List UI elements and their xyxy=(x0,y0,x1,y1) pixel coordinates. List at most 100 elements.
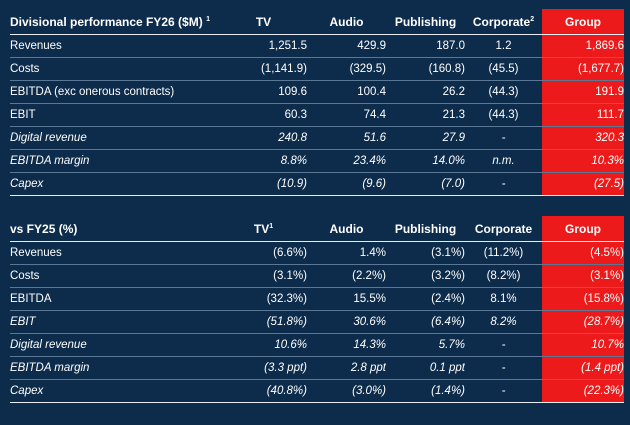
cell-group: 10.7% xyxy=(542,333,624,357)
column-header-label: Audio xyxy=(329,221,364,236)
cell-corporate: - xyxy=(465,172,542,196)
column-header-label: Publishing xyxy=(394,14,457,29)
row-label: Costs xyxy=(10,264,220,288)
table-title-text: vs FY25 (%) xyxy=(10,221,78,236)
column-header-group: Group xyxy=(542,216,624,242)
row-label: EBIT xyxy=(10,310,220,334)
divisional-performance-table: Divisional performance FY26 ($M) 1 TV Audi… xyxy=(10,9,624,196)
cell-audio: (3.0%) xyxy=(307,379,386,403)
cell-audio: 429.9 xyxy=(307,34,386,58)
column-header-label: TV xyxy=(255,14,272,29)
column-header-tv: TV xyxy=(220,9,307,35)
cell-publishing: (6.4%) xyxy=(386,310,465,334)
table-row: Revenues (6.6%) 1.4% (3.1%) (11.2%) (4.5%) xyxy=(10,241,624,265)
cell-corporate: - xyxy=(465,379,542,403)
cell-audio: 14.3% xyxy=(307,333,386,357)
cell-group: (28.7%) xyxy=(542,310,624,334)
cell-audio: 2.8 ppt xyxy=(307,356,386,380)
table-row: Costs (1,141.9) (329.5) (160.8) (45.5) (1,677… xyxy=(10,57,624,81)
cell-audio: 100.4 xyxy=(307,80,386,104)
table-header-row: vs FY25 (%) TV1 Audio Publishing Corporate Gr… xyxy=(10,216,624,242)
cell-audio: 15.5% xyxy=(307,287,386,311)
cell-publishing: 14.0% xyxy=(386,149,465,173)
cell-publishing: (160.8) xyxy=(386,57,465,81)
row-label: EBITDA xyxy=(10,287,220,311)
cell-corporate: - xyxy=(465,333,542,357)
column-header-label: Group xyxy=(565,221,601,236)
cell-group: 320.3 xyxy=(542,126,624,150)
column-header-corporate: Corporate2 xyxy=(465,9,542,35)
row-label: EBITDA (exc onerous contracts) xyxy=(10,80,220,104)
column-header-label: Corporate xyxy=(474,221,533,236)
table-row: EBIT 60.3 74.4 21.3 (44.3) 111.7 xyxy=(10,103,624,127)
cell-audio: 74.4 xyxy=(307,103,386,127)
cell-publishing: 187.0 xyxy=(386,34,465,58)
column-header-tv: TV1 xyxy=(220,216,307,242)
row-label: Digital revenue xyxy=(10,126,220,150)
cell-publishing: (3.1%) xyxy=(386,241,465,265)
column-header-corporate: Corporate xyxy=(465,216,542,242)
cell-tv: (3.3 ppt) xyxy=(220,356,307,380)
cell-corporate: 8.2% xyxy=(465,310,542,334)
cell-corporate: n.m. xyxy=(465,149,542,173)
cell-tv: (10.9) xyxy=(220,172,307,196)
cell-group: 10.3% xyxy=(542,149,624,173)
cell-audio: (2.2%) xyxy=(307,264,386,288)
column-header-audio: Audio xyxy=(307,216,386,242)
cell-corporate: (44.3) xyxy=(465,80,542,104)
table-row: EBITDA (exc onerous contracts) 109.6 100.4… xyxy=(10,80,624,104)
cell-audio: 30.6% xyxy=(307,310,386,334)
cell-audio: (329.5) xyxy=(307,57,386,81)
cell-tv: (1,141.9) xyxy=(220,57,307,81)
cell-publishing: 27.9 xyxy=(386,126,465,150)
table-row: Revenues 1,251.5 429.9 187.0 1.2 1,869.6 xyxy=(10,34,624,58)
cell-tv: 240.8 xyxy=(220,126,307,150)
cell-tv: (51.8%) xyxy=(220,310,307,334)
cell-corporate: (45.5) xyxy=(465,57,542,81)
cell-audio: 51.6 xyxy=(307,126,386,150)
cell-tv: 10.6% xyxy=(220,333,307,357)
cell-group: 111.7 xyxy=(542,103,624,127)
cell-corporate: - xyxy=(465,126,542,150)
table-row: Capex (40.8%) (3.0%) (1.4%) - (22.3%) xyxy=(10,379,624,403)
footnote-marker: 2 xyxy=(530,15,535,23)
cell-corporate: (8.2%) xyxy=(465,264,542,288)
column-header-label: TV xyxy=(253,221,270,236)
column-header-label: Group xyxy=(565,14,601,29)
table-title-text: Divisional performance FY26 ($M) xyxy=(10,14,203,29)
cell-tv: (3.1%) xyxy=(220,264,307,288)
cell-audio: 1.4% xyxy=(307,241,386,265)
table-row: EBIT (51.8%) 30.6% (6.4%) 8.2% (28.7%) xyxy=(10,310,624,334)
cell-tv: (6.6%) xyxy=(220,241,307,265)
row-label: Capex xyxy=(10,172,220,196)
column-header-label: Publishing xyxy=(394,221,457,236)
table-row: Capex (10.9) (9.6) (7.0) - (27.5) xyxy=(10,172,624,196)
cell-corporate: - xyxy=(465,356,542,380)
cell-group: 191.9 xyxy=(542,80,624,104)
column-header-publishing: Publishing xyxy=(386,216,465,242)
column-header-label: Audio xyxy=(329,14,364,29)
row-label: Digital revenue xyxy=(10,333,220,357)
row-label: EBIT xyxy=(10,103,220,127)
row-label: Costs xyxy=(10,57,220,81)
vs-prior-year-table: vs FY25 (%) TV1 Audio Publishing Corporate Gr… xyxy=(10,216,624,403)
cell-group: (22.3%) xyxy=(542,379,624,403)
cell-publishing: (3.2%) xyxy=(386,264,465,288)
table-title: vs FY25 (%) xyxy=(10,216,220,242)
table-header-row: Divisional performance FY26 ($M) 1 TV Audi… xyxy=(10,9,624,35)
footnote-marker: 1 xyxy=(206,15,210,23)
cell-audio: 23.4% xyxy=(307,149,386,173)
cell-tv: (40.8%) xyxy=(220,379,307,403)
cell-tv: 8.8% xyxy=(220,149,307,173)
table-row: EBITDA margin 8.8% 23.4% 14.0% n.m. 10.3% xyxy=(10,149,624,173)
table-row: Costs (3.1%) (2.2%) (3.2%) (8.2%) (3.1%) xyxy=(10,264,624,288)
cell-tv: 60.3 xyxy=(220,103,307,127)
cell-corporate: 8.1% xyxy=(465,287,542,311)
table-title: Divisional performance FY26 ($M) 1 xyxy=(10,9,220,35)
cell-group: (27.5) xyxy=(542,172,624,196)
cell-group: 1,869.6 xyxy=(542,34,624,58)
row-label: Capex xyxy=(10,379,220,403)
cell-group: (1.4 ppt) xyxy=(542,356,624,380)
column-header-publishing: Publishing xyxy=(386,9,465,35)
row-label: Revenues xyxy=(10,241,220,265)
